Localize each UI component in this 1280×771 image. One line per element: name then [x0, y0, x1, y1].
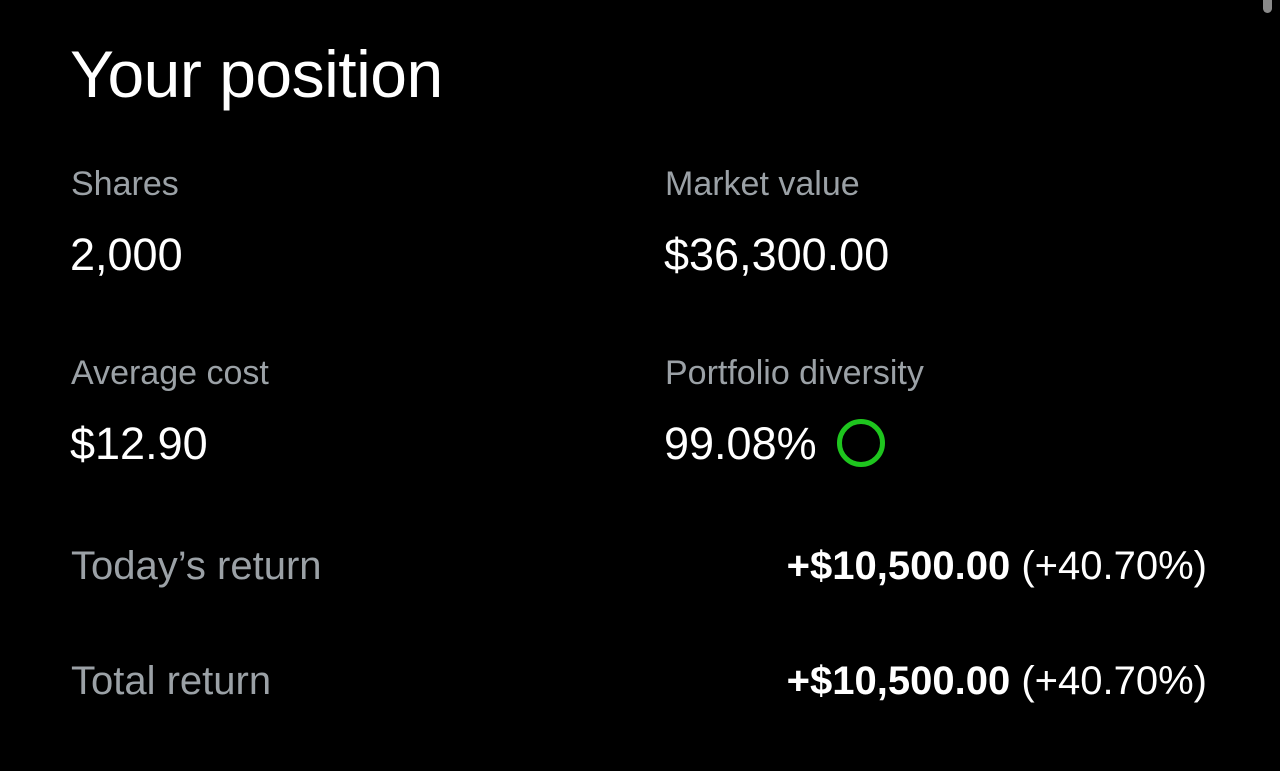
todays-return-amount: +$10,500.00 [786, 544, 1011, 588]
total-return-percent: (+40.70%) [1021, 659, 1207, 703]
total-return-label: Total return [71, 659, 272, 703]
scrollbar-thumb[interactable] [1263, 0, 1272, 13]
portfolio-diversity-label: Portfolio diversity [665, 354, 924, 392]
todays-return-percent: (+40.70%) [1021, 544, 1207, 588]
todays-return-label: Today’s return [71, 544, 322, 588]
portfolio-diversity-row: 99.08% [664, 418, 885, 471]
portfolio-diversity-value: 99.08% [664, 418, 817, 469]
page-title: Your position [70, 37, 443, 111]
market-value-value: $36,300.00 [664, 229, 890, 280]
average-cost-label: Average cost [71, 354, 269, 392]
total-return-amount: +$10,500.00 [786, 659, 1011, 703]
average-cost-value: $12.90 [70, 418, 208, 469]
shares-value: 2,000 [70, 229, 183, 280]
circle-ring-icon[interactable] [836, 419, 885, 468]
shares-label: Shares [71, 165, 179, 203]
total-return-value: +$10,500.00 (+40.70%) [787, 658, 1207, 704]
market-value-label: Market value [665, 165, 860, 203]
todays-return-value: +$10,500.00 (+40.70%) [787, 543, 1207, 589]
